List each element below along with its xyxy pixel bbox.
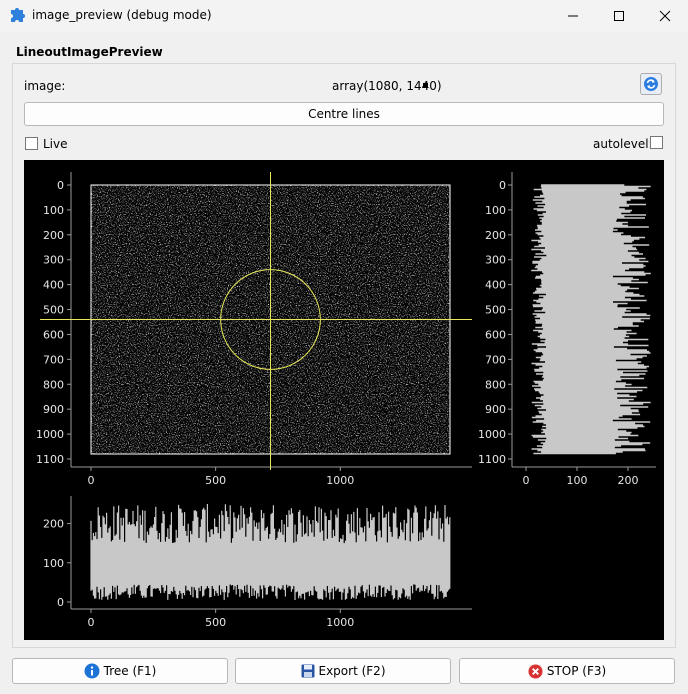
vlineout-y-tick-label: 400 <box>485 279 506 292</box>
vlineout-x-tick-label: 200 <box>617 474 638 487</box>
image-y-tick-label: 400 <box>43 279 64 292</box>
vlineout-x-tick-label: 100 <box>566 474 587 487</box>
roi-circle <box>220 269 321 370</box>
image-y-tick-label: 700 <box>43 353 64 366</box>
hlineout-y-tick-label: 200 <box>43 518 64 531</box>
stop-button-label: STOP (F3) <box>546 664 607 678</box>
group-title: LineoutImagePreview <box>16 45 163 59</box>
image-value: array(1080, 1440) <box>332 79 442 93</box>
image-y-tick-label: 200 <box>43 229 64 242</box>
export-button[interactable]: Export (F2) <box>235 658 451 684</box>
live-label: Live <box>43 137 68 151</box>
vlineout-y-tick-label: 1000 <box>478 428 506 441</box>
hlineout-x-tick-label: 1000 <box>326 616 354 629</box>
maximize-button[interactable] <box>596 0 642 32</box>
array-handle-icon <box>423 83 428 88</box>
stop-button[interactable]: STOP (F3) <box>459 658 675 684</box>
vlineout-y-tick-label: 900 <box>485 403 506 416</box>
vlineout-y-tick-label: 700 <box>485 353 506 366</box>
vlineout-y-tick-label: 800 <box>485 378 506 391</box>
floppy-disk-icon <box>301 664 314 678</box>
image-y-tick-label: 300 <box>43 254 64 267</box>
centre-lines-button[interactable]: Centre lines <box>24 102 664 126</box>
vlineout-y-tick-label: 200 <box>485 229 506 242</box>
export-button-label: Export (F2) <box>318 664 386 678</box>
close-icon <box>659 10 671 22</box>
vlineout-y-tick-label: 300 <box>485 254 506 267</box>
hlineout-x-tick-label: 500 <box>205 616 226 629</box>
minimize-icon <box>568 15 578 17</box>
title-bar: image_preview (debug mode) <box>0 0 688 32</box>
live-checkbox[interactable] <box>25 137 38 150</box>
image-x-tick-label: 0 <box>88 474 95 487</box>
image-y-tick-label: 800 <box>43 378 64 391</box>
vlineout-y-tick-label: 0 <box>499 179 506 192</box>
plot-area[interactable]: 0 100 200 300 400 500 600 700 800 900 1000 1100 0 500… <box>24 160 664 640</box>
vlineout-y-tick-label: 500 <box>485 304 506 317</box>
image-y-tick-label: 600 <box>43 328 64 341</box>
image-y-tick-label: 1100 <box>36 453 64 466</box>
vlineout-y-tick-label: 1100 <box>478 453 506 466</box>
image-y-tick-label: 100 <box>43 204 64 217</box>
tree-button-label: Tree (F1) <box>103 664 157 678</box>
image-label: image: <box>24 79 66 93</box>
hlineout-y-tick-label: 100 <box>43 557 64 570</box>
minimize-button[interactable] <box>550 0 596 32</box>
vlineout-x-tick-label: 0 <box>523 474 530 487</box>
autolevel-checkbox[interactable] <box>650 136 663 149</box>
image-x-tick-label: 1000 <box>326 474 354 487</box>
image-y-tick-label: 1000 <box>36 428 64 441</box>
vlineout-y-tick-label: 100 <box>485 204 506 217</box>
image-x-tick-label: 500 <box>205 474 226 487</box>
close-button[interactable] <box>642 0 688 32</box>
image-y-tick-label: 500 <box>43 304 64 317</box>
vlineout-trace <box>531 184 651 455</box>
refresh-button[interactable] <box>640 73 662 95</box>
stop-icon <box>528 663 543 679</box>
image-y-tick-label: 900 <box>43 403 64 416</box>
image-y-tick-label: 0 <box>57 179 64 192</box>
info-icon <box>84 663 100 679</box>
maximize-icon <box>614 11 624 21</box>
refresh-icon <box>644 77 658 91</box>
window-title: image_preview (debug mode) <box>32 8 212 22</box>
autolevel-label: autolevel: <box>593 137 653 151</box>
puzzle-icon <box>11 8 25 22</box>
hlineout-trace <box>90 504 451 600</box>
vlineout-y-tick-label: 600 <box>485 328 506 341</box>
tree-button[interactable]: Tree (F1) <box>12 658 228 684</box>
hlineout-x-tick-label: 0 <box>88 616 95 629</box>
hlineout-y-tick-label: 0 <box>57 596 64 609</box>
